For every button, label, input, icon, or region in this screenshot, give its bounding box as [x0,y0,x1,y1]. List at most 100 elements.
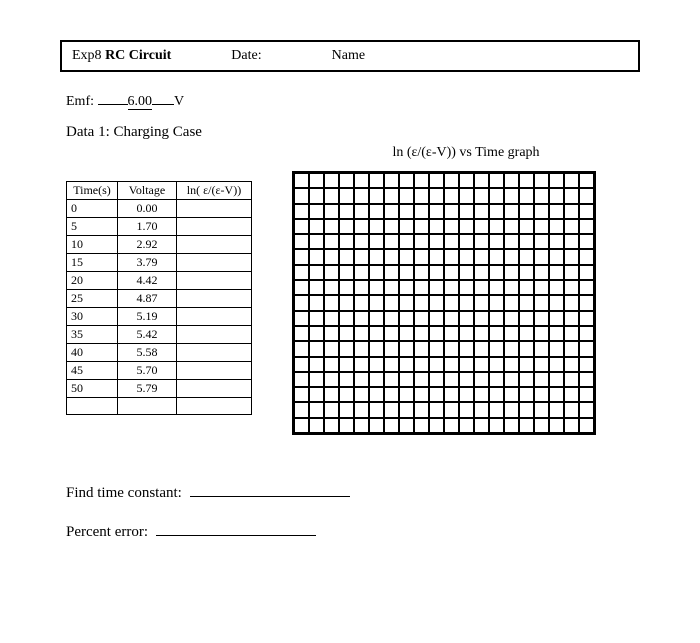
grid-cell [564,326,579,341]
grid-cell [399,372,414,387]
grid-cell [444,418,459,433]
grid-cell [384,326,399,341]
grid-cell [444,173,459,188]
grid-cell [429,357,444,372]
emf-value: 6.00 [128,94,153,110]
grid-cell [294,249,309,264]
grid-cell [339,341,354,356]
grid-cell [519,219,534,234]
table-cell [118,398,177,415]
grid-cell [474,188,489,203]
grid-cell [489,402,504,417]
table-cell: 5.19 [118,308,177,326]
table-row: 505.79 [67,380,252,398]
grid-cell [444,311,459,326]
table-row: 455.70 [67,362,252,380]
grid-cell [309,418,324,433]
grid-cell [399,357,414,372]
header-box: Exp8 RC Circuit Date: Name [60,40,640,72]
grid-cell [354,173,369,188]
grid-cell [519,188,534,203]
grid-cell [324,357,339,372]
table-cell: 0.00 [118,200,177,218]
table-cell [177,344,252,362]
grid-cell [309,402,324,417]
table-row [67,398,252,415]
grid-cell [294,372,309,387]
grid-cell [339,249,354,264]
data-section-title: Data 1: Charging Case [66,124,640,141]
data-table: Time(s) Voltage ln( ε/(ε-V)) 00.0051.701… [66,181,252,415]
grid-cell [474,295,489,310]
grid-cell [324,280,339,295]
grid-cell [534,280,549,295]
grid-cell [324,173,339,188]
col-header-time: Time(s) [67,182,118,200]
grid-cell [399,249,414,264]
grid-cell [429,265,444,280]
grid-cell [414,418,429,433]
table-cell: 10 [67,236,118,254]
grid-cell [309,219,324,234]
grid-cell [489,234,504,249]
table-body: 00.0051.70102.92153.79204.42254.87305.19… [67,200,252,415]
emf-blank-before [98,104,128,105]
grid-cell [354,280,369,295]
table-cell: 35 [67,326,118,344]
grid-cell [339,311,354,326]
grid-cell [324,402,339,417]
grid-cell [519,326,534,341]
grid-cell [549,341,564,356]
grid-cell [339,265,354,280]
table-cell: 45 [67,362,118,380]
grid-cell [414,341,429,356]
grid-cell [414,402,429,417]
grid-cell [519,418,534,433]
grid-cell [534,234,549,249]
grid-cell [309,249,324,264]
grid-cell [444,234,459,249]
grid-cell [459,249,474,264]
grid-cell [519,265,534,280]
emf-label: Emf: [66,94,94,109]
grid-cell [354,188,369,203]
grid-cell [504,311,519,326]
grid-cell [324,265,339,280]
col-header-ln: ln( ε/(ε-V)) [177,182,252,200]
grid-cell [309,357,324,372]
table-row: 00.00 [67,200,252,218]
grid-cell [579,372,594,387]
table-cell [177,398,252,415]
grid-cell [459,402,474,417]
grid-cell [324,188,339,203]
grid-cell [519,311,534,326]
grid-cell [369,204,384,219]
grid-cell [474,219,489,234]
grid-cell [459,311,474,326]
grid-cell [444,357,459,372]
grid-cell [474,418,489,433]
grid-cell [309,280,324,295]
grid-cell [384,265,399,280]
grid-cell [579,249,594,264]
grid-cell [579,311,594,326]
grid-cell [354,387,369,402]
grid-cell [504,418,519,433]
grid-cell [294,326,309,341]
grid-cell [489,204,504,219]
grid-cell [384,341,399,356]
grid-cell [489,173,504,188]
grid-cell [519,280,534,295]
grid-cell [549,387,564,402]
grid-cell [309,372,324,387]
grid-cell [354,295,369,310]
grid-cell [354,357,369,372]
grid-cell [474,311,489,326]
grid-cell [294,311,309,326]
grid-cell [459,357,474,372]
table-cell: 50 [67,380,118,398]
table-cell: 4.87 [118,290,177,308]
grid-cell [489,219,504,234]
grid-cell [324,234,339,249]
grid-cell [534,311,549,326]
